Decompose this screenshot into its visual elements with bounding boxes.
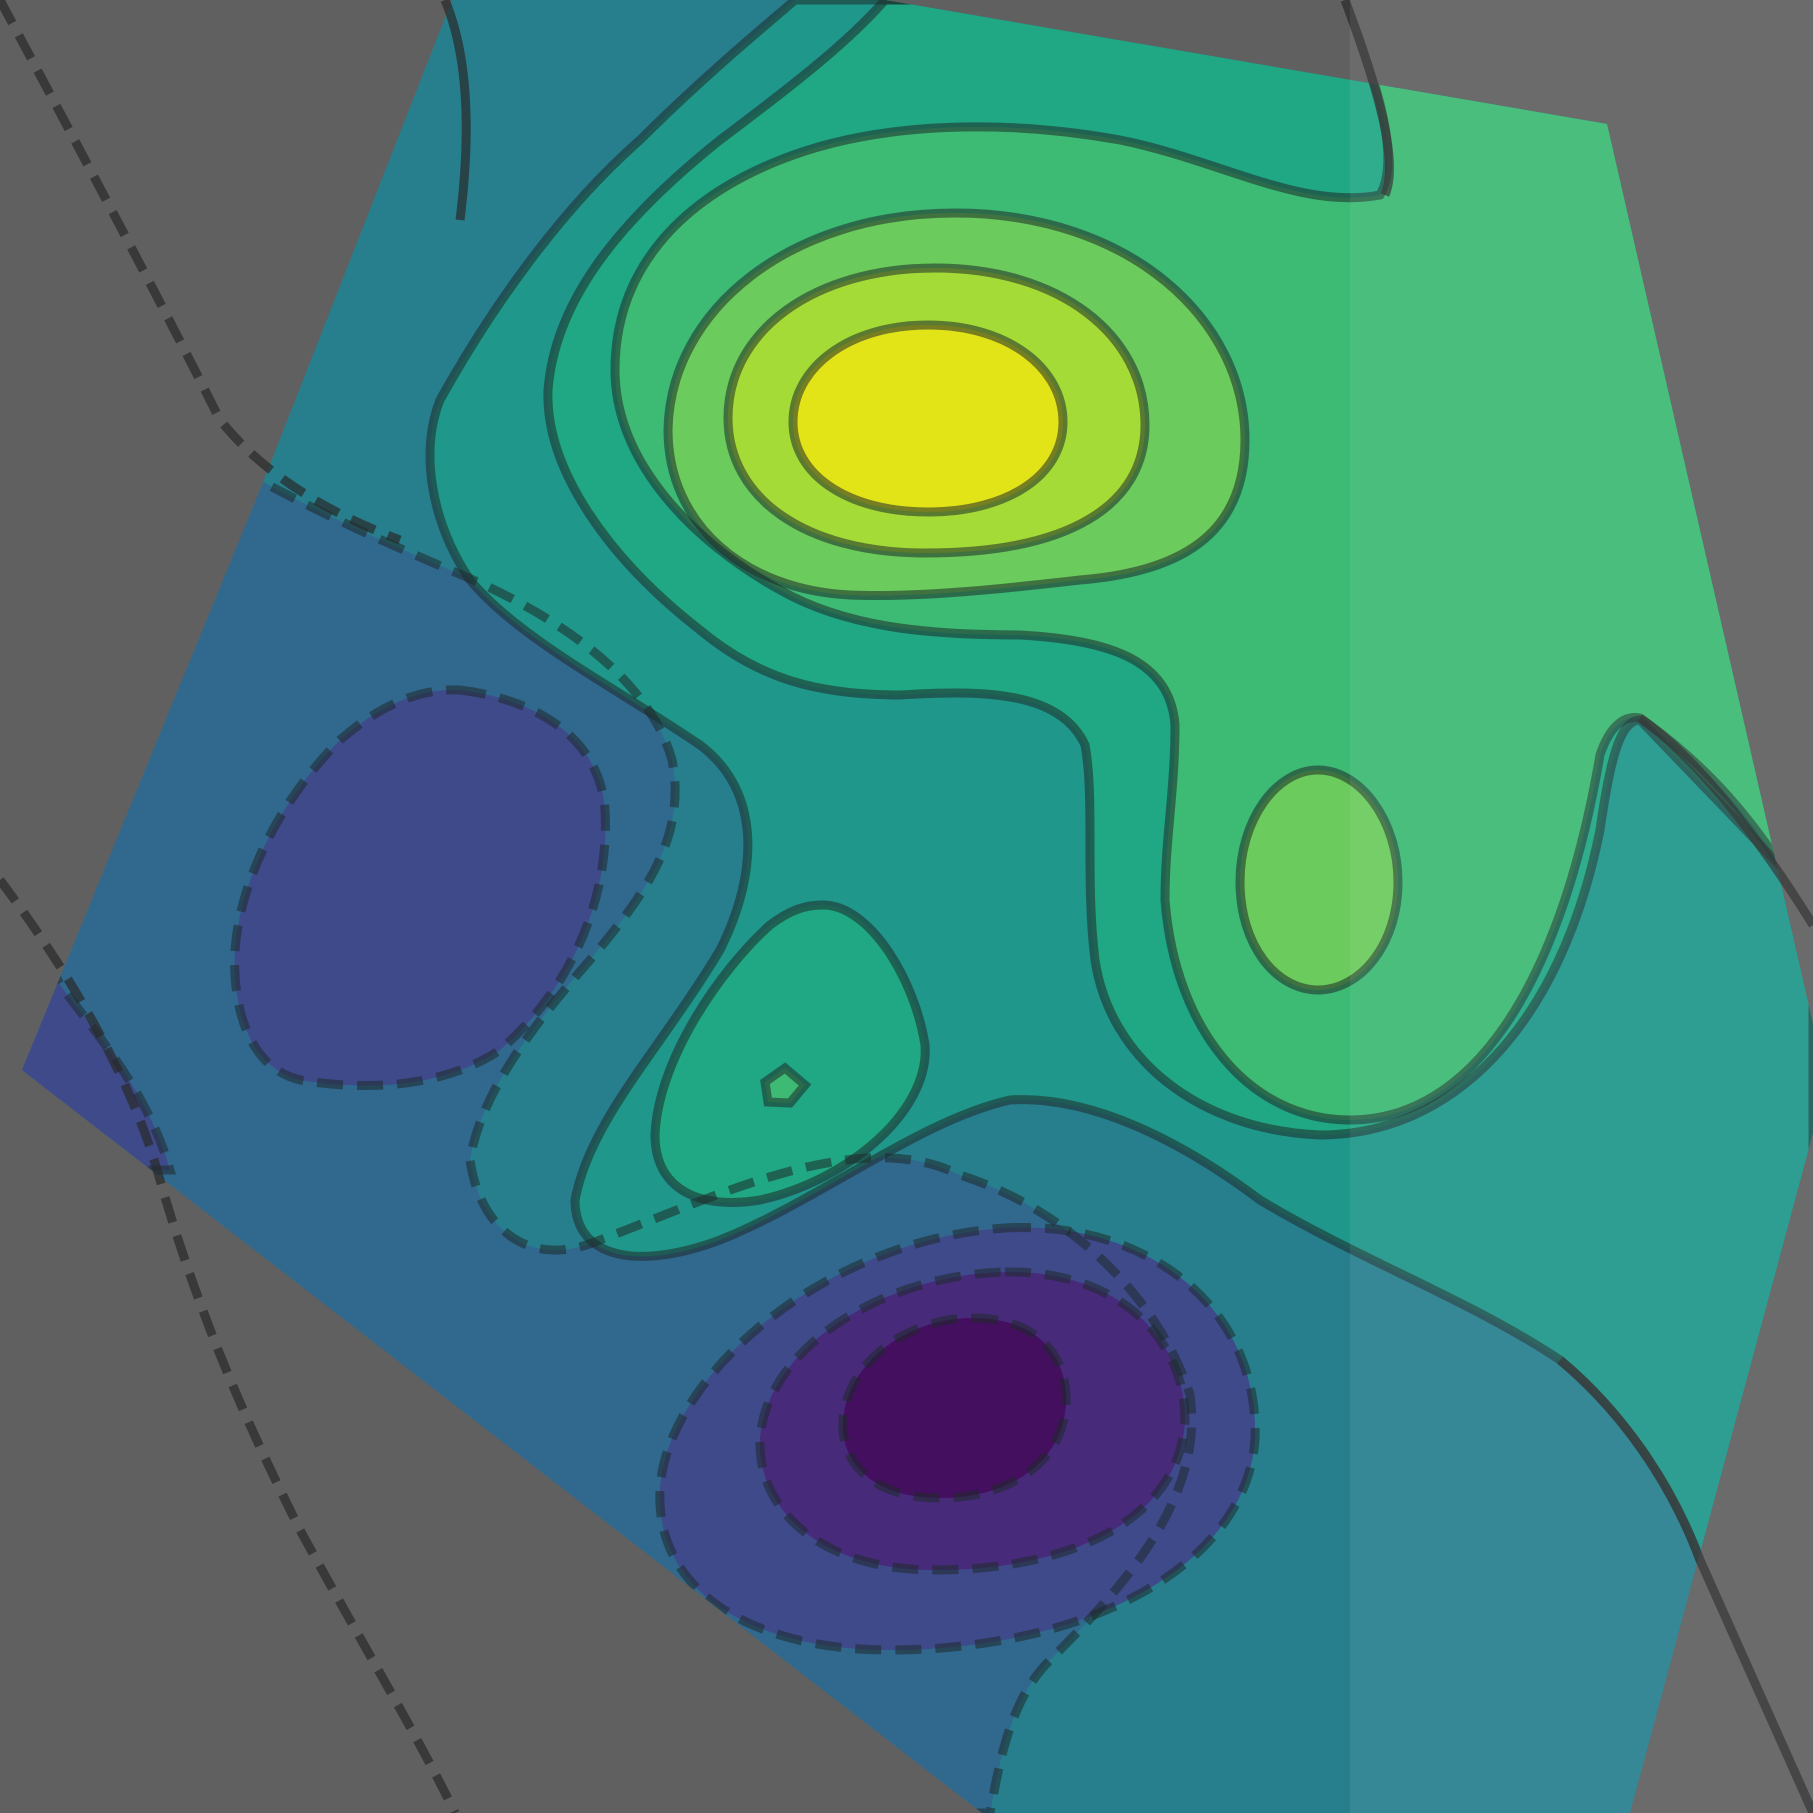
contour-band-neg2-line	[755, 1267, 1190, 1575]
contour-band-neg1-corner-line	[22, 848, 176, 1175]
outer-solid-line-bottom-right	[1557, 1356, 1813, 1813]
outer-solid-line-top-right	[1340, 0, 1394, 197]
contour-band-neg3	[842, 1318, 1067, 1498]
outer-dashed-line-left	[0, 877, 460, 1813]
contour-band-5-main-line	[663, 208, 1250, 601]
contour-band-7	[793, 325, 1063, 512]
contour-band-neg1-left	[234, 689, 606, 1086]
contour-band-neg3-line	[838, 1313, 1071, 1503]
contour-band-5-right	[1240, 770, 1398, 990]
contour-band-neg1-left-line	[230, 685, 610, 1091]
contour-band-3-island-line	[650, 900, 930, 1207]
contour-band-7-line	[788, 320, 1068, 517]
outer-solid-line-right	[1637, 714, 1813, 928]
contour-band-4-speck-line	[760, 1062, 812, 1108]
right-shade	[1350, 0, 1813, 1813]
contour-band-6-line	[723, 263, 1150, 558]
contour-band-2-line	[425, 0, 1813, 1813]
contour-band-4-line	[610, 0, 1813, 1125]
contour-band-5-right-line	[1235, 765, 1403, 995]
contour-band-3-line	[543, 0, 1813, 1140]
contour-band-0-lowerleft-line	[22, 445, 1197, 1813]
contour-band-neg1-lower-line	[655, 1223, 1260, 1655]
outer-dashed-line-top-left	[0, 0, 402, 545]
outer-solid-line-top	[440, 0, 471, 221]
